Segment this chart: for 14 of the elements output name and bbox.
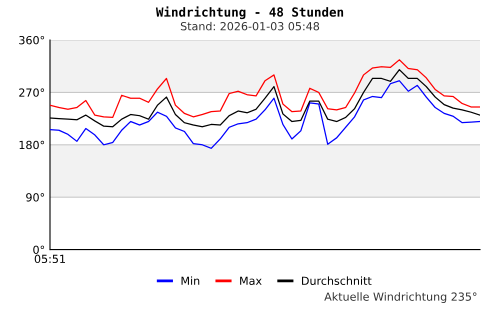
y-tick-label: 180° <box>20 140 44 150</box>
legend-label: Durchschnitt <box>302 276 372 285</box>
chart-title: Windrichtung - 48 Stunden <box>156 6 344 20</box>
y-tick-label: 270° <box>19 88 44 97</box>
line-series <box>50 80 480 149</box>
y-tick-label: 0° <box>33 246 44 254</box>
line-series <box>50 59 480 118</box>
chart-subtitle: Stand: 2026-01-03 05:48 <box>180 22 320 30</box>
y-tick-label: 90° <box>26 193 44 202</box>
x-tick-label: 05:51 <box>34 254 65 264</box>
legend-label: Min <box>182 276 200 285</box>
text: Aktuelle Windrichtung 235° <box>324 292 476 303</box>
legend-label: Max <box>240 276 262 285</box>
y-tick-label: 360° <box>19 36 44 44</box>
